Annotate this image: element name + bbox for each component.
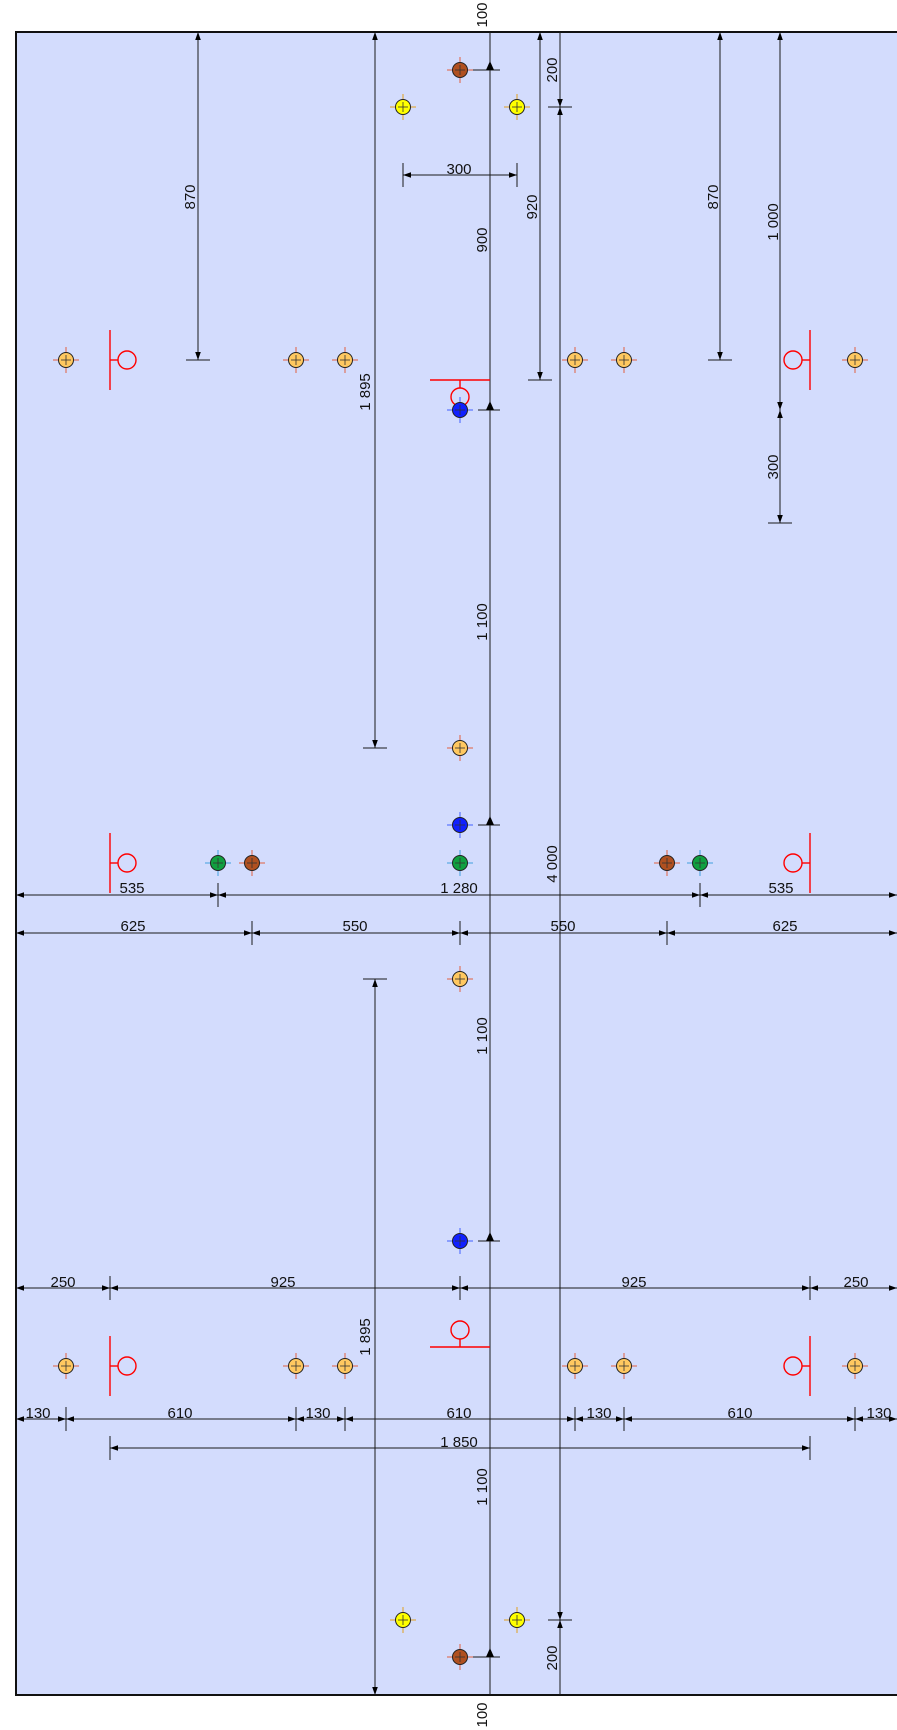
dim-label-v-870-left: 870 — [182, 184, 199, 209]
drill-holes — [53, 57, 868, 1670]
dim-center-arrow-3 — [486, 1232, 494, 1241]
dim-label-h-610-c: 610 — [727, 1405, 752, 1422]
dim-label-h-610-a: 610 — [167, 1405, 192, 1422]
dim-label-top-100: 100 — [474, 2, 491, 27]
drill-hole-12 — [205, 850, 231, 876]
dim-label-h-1280: 1 280 — [440, 880, 478, 897]
dim-label-h-550-left: 550 — [342, 918, 367, 935]
drill-hole-6 — [562, 347, 588, 373]
dim-label-h-130-b: 130 — [305, 1405, 330, 1422]
dim-label-v-300-right: 300 — [765, 454, 782, 479]
drill-hole-27 — [447, 1644, 473, 1670]
connector-marker-circle-0 — [117, 350, 137, 370]
dim-center-arrow-1 — [486, 401, 494, 410]
drill-hole-0 — [447, 57, 473, 83]
drill-hole-23 — [611, 1353, 637, 1379]
drill-hole-16 — [687, 850, 713, 876]
dim-label-v-870-right: 870 — [705, 184, 722, 209]
dim-center-arrow-2 — [486, 816, 494, 825]
drill-hole-2 — [504, 94, 530, 120]
connector-marker-circle-3 — [117, 853, 137, 873]
dim-label-h-625-right: 625 — [772, 918, 797, 935]
dim-center-arrow-4 — [486, 1648, 494, 1657]
dim-label-h-925-left: 925 — [270, 1274, 295, 1291]
drill-hole-10 — [447, 735, 473, 761]
drill-hole-5 — [332, 347, 358, 373]
dim-label-v-1895-top: 1 895 — [357, 373, 374, 411]
dim-label-v-1000: 1 000 — [765, 203, 782, 241]
connector-marker-circle-6 — [117, 1356, 137, 1376]
dim-label-h-250-right: 250 — [843, 1274, 868, 1291]
dim-label-h-130-d: 130 — [866, 1405, 891, 1422]
dim-label-h-130-c: 130 — [586, 1405, 611, 1422]
dim-label-v-1895-bottom: 1 895 — [357, 1318, 374, 1356]
dim-label-v-920: 920 — [524, 194, 541, 219]
dim-label-h-550-right: 550 — [550, 918, 575, 935]
dim-center-arrow-0 — [486, 61, 494, 70]
connector-marker-circle-1 — [783, 350, 803, 370]
drill-hole-20 — [283, 1353, 309, 1379]
dim-label-v-1100-c: 1 100 — [474, 1468, 491, 1506]
drill-hole-24 — [842, 1353, 868, 1379]
drill-hole-19 — [53, 1353, 79, 1379]
dim-label-h-535-left: 535 — [119, 880, 144, 897]
drill-hole-22 — [562, 1353, 588, 1379]
dim-label-h-625-left: 625 — [120, 918, 145, 935]
drill-hole-13 — [239, 850, 265, 876]
connector-markers — [109, 330, 811, 1396]
dim-label-h-925-right: 925 — [621, 1274, 646, 1291]
dim-label-v-900: 900 — [474, 227, 491, 252]
drill-hole-15 — [654, 850, 680, 876]
dim-label-bottom-100: 100 — [474, 1702, 491, 1727]
dim-label-h-1850: 1 850 — [440, 1434, 478, 1451]
dim-label-v-200-bottom: 200 — [544, 1645, 561, 1670]
drill-hole-14 — [447, 850, 473, 876]
dim-label-v-1100-a: 1 100 — [474, 603, 491, 641]
dim-label-h-300: 300 — [446, 161, 471, 178]
drill-hole-1 — [390, 94, 416, 120]
drill-hole-11 — [447, 812, 473, 838]
drill-hole-3 — [53, 347, 79, 373]
drill-hole-25 — [390, 1607, 416, 1633]
drill-hole-8 — [842, 347, 868, 373]
dim-label-v-200-top: 200 — [544, 57, 561, 82]
dim-label-h-250-left: 250 — [50, 1274, 75, 1291]
connector-marker-circle-7 — [783, 1356, 803, 1376]
connector-marker-circle-4 — [783, 853, 803, 873]
drill-hole-4 — [283, 347, 309, 373]
drill-hole-18 — [447, 1228, 473, 1254]
dim-label-h-130-a: 130 — [25, 1405, 50, 1422]
dim-label-v-1100-b: 1 100 — [474, 1017, 491, 1055]
dim-label-h-535-right: 535 — [768, 880, 793, 897]
drill-hole-7 — [611, 347, 637, 373]
dimension-lines — [16, 32, 897, 1695]
dim-label-v-4000: 4 000 — [544, 845, 561, 883]
drill-hole-9 — [447, 397, 473, 423]
connector-marker-circle-5 — [450, 1320, 470, 1340]
drill-hole-26 — [504, 1607, 530, 1633]
drill-hole-17 — [447, 966, 473, 992]
drill-hole-21 — [332, 1353, 358, 1379]
dim-label-h-610-b: 610 — [446, 1405, 471, 1422]
